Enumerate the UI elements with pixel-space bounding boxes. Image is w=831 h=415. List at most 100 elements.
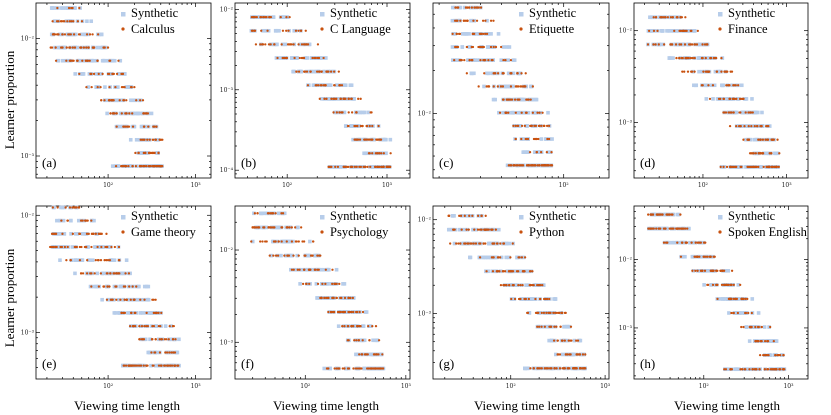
empirical-point [759, 124, 762, 128]
synthetic-point [127, 297, 131, 302]
empirical-point [469, 242, 472, 245]
empirical-point [782, 368, 785, 371]
empirical-point [112, 72, 116, 76]
synthetic-point [691, 69, 696, 74]
empirical-point [730, 269, 734, 272]
empirical-point [694, 241, 697, 244]
empirical-point [735, 165, 738, 169]
plot-frame [234, 2, 411, 179]
synthetic-point [90, 284, 95, 289]
empirical-point [707, 84, 710, 87]
empirical-point [79, 272, 83, 275]
synthetic-point [730, 83, 734, 88]
empirical-point [464, 6, 468, 9]
synthetic-point [681, 42, 685, 47]
empirical-point [80, 20, 84, 23]
empirical-point [290, 268, 294, 271]
empirical-point [703, 269, 707, 272]
empirical-point [74, 206, 77, 209]
empirical-point [478, 228, 482, 231]
empirical-point [64, 206, 67, 209]
x-axis-title-col1: Viewing time length [74, 398, 181, 413]
empirical-point [288, 16, 291, 19]
empirical-point [297, 43, 300, 46]
synthetic-point [124, 258, 129, 262]
synthetic-point [98, 45, 103, 50]
empirical-point [103, 259, 106, 262]
empirical-point [487, 228, 490, 231]
empirical-point [67, 33, 70, 36]
empirical-point [350, 111, 354, 114]
empirical-point [720, 56, 723, 60]
synthetic-point [94, 245, 98, 249]
synthetic-point [120, 98, 124, 103]
empirical-point [758, 354, 762, 357]
empirical-point [722, 97, 726, 101]
empirical-point [750, 124, 753, 128]
synthetic-point [307, 253, 312, 258]
empirical-point [338, 111, 341, 114]
empirical-point [748, 152, 752, 155]
synthetic-point [453, 32, 458, 36]
empirical-point [712, 255, 715, 258]
synthetic-point [60, 58, 65, 63]
empirical-point [657, 227, 660, 230]
synthetic-point [118, 311, 122, 315]
empirical-point [129, 311, 133, 315]
synthetic-point [507, 255, 511, 260]
empirical-point [650, 213, 653, 216]
y-axis-title-top: Learner proportion [2, 50, 17, 149]
empirical-point [457, 242, 460, 245]
empirical-point [253, 16, 257, 19]
empirical-point [350, 97, 353, 100]
synthetic-point [532, 110, 537, 115]
empirical-point [701, 43, 704, 46]
empirical-point [80, 245, 83, 249]
empirical-point [70, 20, 73, 23]
empirical-point [678, 56, 681, 60]
empirical-point [541, 111, 544, 114]
empirical-point [647, 227, 650, 230]
empirical-point [471, 32, 475, 36]
empirical-point [318, 97, 321, 100]
empirical-point [696, 255, 699, 258]
empirical-point [103, 46, 106, 49]
synthetic-point [86, 245, 91, 249]
y-tick-label: 10⁻² [220, 247, 234, 254]
synthetic-point [517, 71, 522, 76]
legend-label-synthetic: Synthetic [131, 6, 179, 20]
legend-label-empirical: Psychology [330, 225, 389, 239]
synthetic-point [522, 137, 526, 141]
empirical-point [528, 151, 532, 154]
synthetic-point [762, 137, 766, 142]
empirical-point [294, 226, 297, 229]
empirical-point [676, 16, 679, 19]
synthetic-point [489, 241, 493, 246]
empirical-point [734, 297, 737, 301]
empirical-point [88, 59, 91, 62]
empirical-point [285, 29, 288, 32]
empirical-point [666, 213, 670, 216]
empirical-point [139, 298, 142, 301]
empirical-point [759, 138, 762, 141]
empirical-point [324, 296, 328, 300]
empirical-point [678, 43, 681, 46]
empirical-point [646, 43, 650, 46]
empirical-point [165, 338, 168, 341]
empirical-point [459, 242, 462, 245]
empirical-point [131, 112, 134, 115]
empirical-point [541, 283, 544, 287]
empirical-point [87, 46, 90, 49]
synthetic-point [460, 45, 465, 49]
empirical-point [514, 111, 517, 114]
synthetic-point [534, 97, 539, 102]
empirical-point [545, 151, 549, 154]
empirical-point [695, 43, 699, 46]
empirical-point [571, 367, 575, 370]
synthetic-point [702, 283, 706, 287]
legend-label-empirical: Python [529, 225, 565, 239]
empirical-point [447, 214, 450, 217]
empirical-point [492, 85, 495, 88]
empirical-point [689, 29, 692, 33]
